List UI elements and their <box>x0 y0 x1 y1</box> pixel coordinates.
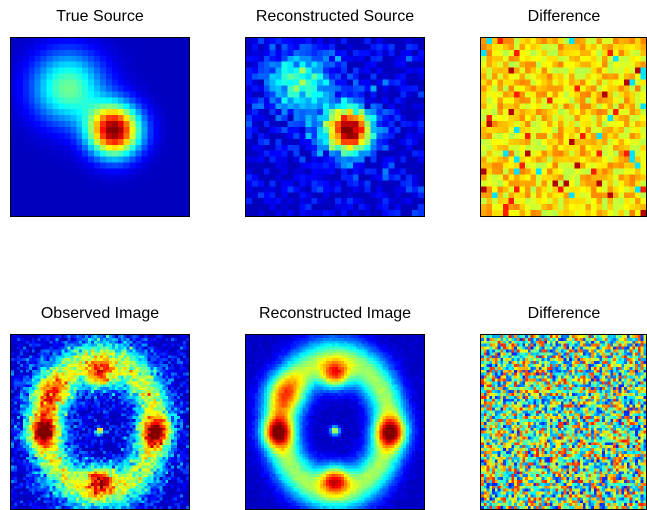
heatmap-image-difference <box>480 334 647 510</box>
panel-title: Difference <box>527 8 601 25</box>
heatmap-reconstructed-image <box>245 334 425 510</box>
heatmap-reconstructed-source <box>245 37 425 217</box>
heatmap-true-source <box>10 37 190 217</box>
panel-title: Observed Image <box>40 305 160 322</box>
panel-title: Difference <box>527 305 601 322</box>
panel-title: True Source <box>56 8 144 25</box>
heatmap-observed-image <box>10 334 190 510</box>
panel-title: Reconstructed Image <box>258 305 412 322</box>
panel-title: Reconstructed Source <box>255 8 415 25</box>
heatmap-source-difference <box>480 37 647 217</box>
